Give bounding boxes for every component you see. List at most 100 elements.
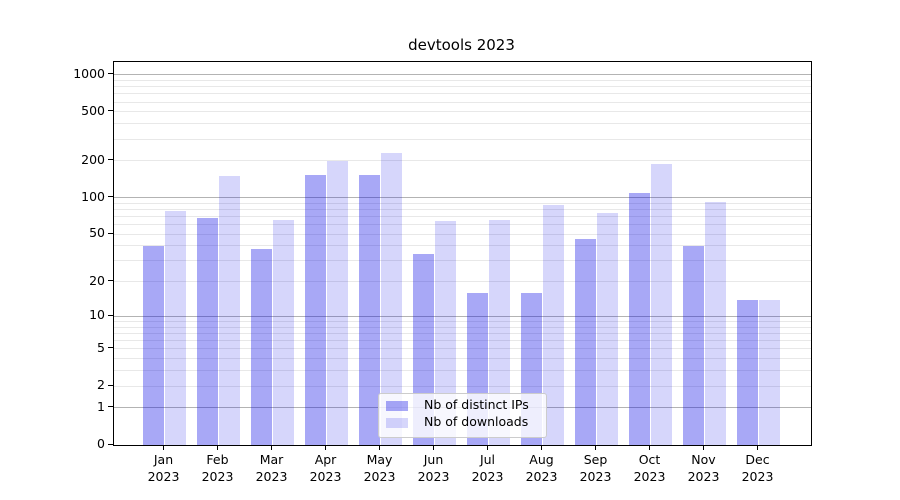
bar-distinct-ips (736, 299, 759, 445)
y-axis-tick (108, 314, 113, 316)
minor-gridline (114, 224, 811, 226)
x-axis-tick (757, 445, 758, 450)
minor-gridline (114, 138, 811, 140)
bar-distinct-ips (682, 245, 705, 445)
y-axis-tick (108, 443, 113, 445)
x-axis-tick (217, 445, 218, 450)
bar-downloads (650, 163, 673, 445)
x-tick-label: Aug 2023 (515, 451, 569, 485)
y-tick-label: 1 (97, 398, 105, 414)
x-tick-label: Oct 2023 (623, 451, 677, 485)
y-tick-label: 50 (89, 225, 105, 241)
x-axis-tick (325, 445, 326, 450)
y-tick-label: 200 (81, 151, 105, 167)
minor-gridline (114, 348, 811, 350)
bar-downloads (218, 176, 241, 445)
x-tick-month: Jun (423, 452, 444, 467)
x-tick-year: 2023 (741, 469, 774, 484)
y-axis-tick (108, 406, 113, 408)
bar-downloads (542, 205, 565, 445)
minor-gridline (114, 358, 811, 360)
bar-distinct-ips (574, 238, 597, 445)
x-tick-month: Jul (479, 452, 496, 467)
minor-gridline (114, 321, 811, 323)
x-tick-label: Jan 2023 (137, 451, 191, 485)
bar-downloads (326, 160, 349, 445)
bar-downloads (758, 299, 781, 445)
minor-gridline (114, 79, 811, 81)
bar-downloads (704, 202, 727, 445)
y-tick-label: 20 (89, 272, 105, 288)
bar-distinct-ips (142, 245, 165, 445)
y-axis-tick (108, 110, 113, 112)
x-tick-year: 2023 (309, 469, 342, 484)
bar-distinct-ips (196, 218, 219, 445)
y-axis-tick (108, 384, 113, 386)
x-tick-year: 2023 (363, 469, 396, 484)
x-tick-label: Dec 2023 (731, 451, 785, 485)
x-tick-month: Dec (745, 452, 770, 467)
x-axis-tick (163, 445, 164, 450)
x-axis-tick (649, 445, 650, 450)
x-tick-label: Mar 2023 (245, 451, 299, 485)
x-tick-label: May 2023 (353, 451, 407, 485)
y-axis-tick (108, 159, 113, 161)
legend-label-distinct-ips: Nb of distinct IPs (424, 397, 529, 412)
x-axis-tick (433, 445, 434, 450)
minor-gridline (114, 326, 811, 328)
x-tick-month: Mar (259, 452, 284, 467)
major-gridline (114, 197, 811, 199)
x-axis-tick (703, 445, 704, 450)
x-tick-year: 2023 (255, 469, 288, 484)
x-tick-month: Oct (638, 452, 661, 467)
x-tick-label: Sep 2023 (569, 451, 623, 485)
x-tick-year: 2023 (147, 469, 180, 484)
minor-gridline (114, 233, 811, 235)
x-tick-year: 2023 (525, 469, 558, 484)
minor-gridline (114, 340, 811, 342)
minor-gridline (114, 216, 811, 218)
x-tick-year: 2023 (579, 469, 612, 484)
bar-downloads (380, 153, 403, 445)
y-axis-tick (108, 232, 113, 234)
x-tick-year: 2023 (471, 469, 504, 484)
bar-distinct-ips (250, 248, 273, 445)
y-tick-label: 500 (81, 102, 105, 118)
y-tick-label: 2 (97, 377, 105, 393)
x-tick-label: Jul 2023 (461, 451, 515, 485)
y-tick-label: 1000 (73, 65, 105, 81)
minor-gridline (114, 385, 811, 387)
x-axis-tick (271, 445, 272, 450)
minor-gridline (114, 281, 811, 283)
legend-label-downloads: Nb of downloads (424, 414, 529, 429)
minor-gridline (114, 370, 811, 372)
minor-gridline (114, 245, 811, 247)
minor-gridline (114, 202, 811, 204)
chart-title: devtools 2023 (408, 36, 515, 54)
y-tick-label: 100 (81, 188, 105, 204)
bar-downloads (488, 219, 511, 445)
bar-distinct-ips (358, 175, 381, 445)
x-tick-year: 2023 (633, 469, 666, 484)
x-axis-tick (541, 445, 542, 450)
minor-gridline (114, 123, 811, 125)
y-axis-tick (108, 73, 113, 75)
y-tick-label: 10 (89, 307, 105, 323)
minor-gridline (114, 333, 811, 335)
bar-distinct-ips (628, 192, 651, 445)
minor-gridline (114, 208, 811, 210)
x-tick-year: 2023 (687, 469, 720, 484)
y-tick-label: 5 (97, 339, 105, 355)
bar-downloads (596, 212, 619, 445)
x-tick-month: Aug (529, 452, 554, 467)
plot-area (113, 61, 812, 446)
y-axis-tick (108, 347, 113, 349)
x-axis-tick (379, 445, 380, 450)
legend: Nb of distinct IPs Nb of downloads (378, 393, 547, 438)
minor-gridline (114, 111, 811, 113)
x-tick-month: Jan (153, 452, 174, 467)
minor-gridline (114, 160, 811, 162)
x-tick-label: Apr 2023 (299, 451, 353, 485)
x-tick-label: Jun 2023 (407, 451, 461, 485)
